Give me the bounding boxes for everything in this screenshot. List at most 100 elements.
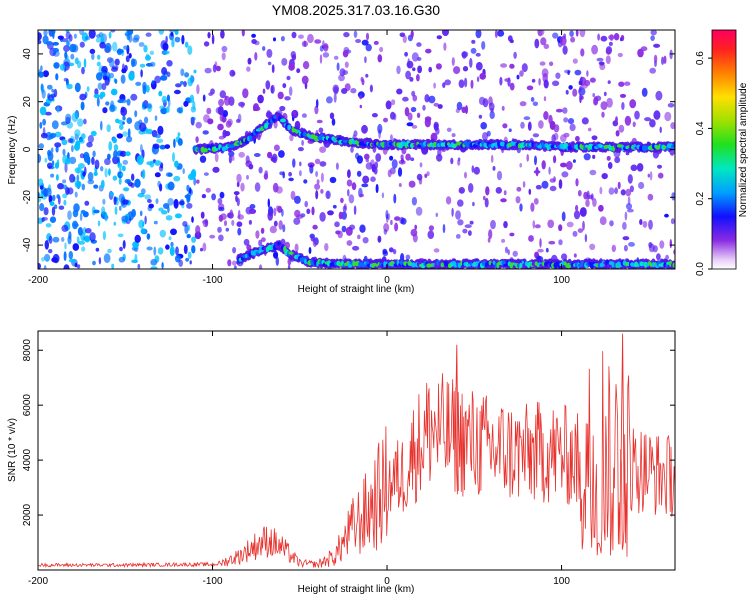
noise-speck: [72, 243, 80, 251]
noise-speck: [87, 179, 95, 185]
noise-speck: [131, 209, 137, 218]
trace-core: [249, 135, 253, 142]
noise-speck: [374, 161, 379, 169]
noise-speck: [55, 174, 59, 181]
noise-speck: [620, 189, 626, 196]
noise-speck: [126, 32, 131, 41]
noise-speck: [255, 230, 260, 239]
noise-speck: [174, 30, 179, 35]
noise-speck: [165, 244, 170, 250]
noise-speck: [208, 92, 213, 96]
noise-speck: [293, 217, 301, 225]
noise-speck: [316, 179, 320, 185]
noise-speck: [468, 183, 474, 193]
noise-speck: [350, 88, 357, 94]
noise-speck: [391, 99, 396, 106]
noise-speck: [555, 72, 561, 79]
noise-speck: [140, 228, 146, 234]
noise-speck: [220, 30, 225, 39]
noise-speck: [67, 210, 72, 220]
noise-speck: [186, 184, 190, 192]
noise-speck: [343, 31, 350, 38]
noise-speck: [513, 51, 517, 59]
noise-speck: [329, 112, 335, 120]
noise-speck: [212, 166, 220, 173]
noise-speck: [428, 95, 436, 104]
noise-speck: [158, 30, 165, 35]
noise-speck: [481, 41, 486, 50]
trace-core: [310, 259, 313, 266]
noise-speck: [599, 186, 603, 195]
noise-speck: [392, 249, 397, 255]
noise-speck: [490, 219, 496, 230]
noise-speck: [196, 84, 200, 95]
noise-speck: [170, 31, 174, 37]
noise-speck: [401, 157, 404, 164]
noise-speck: [507, 249, 511, 256]
noise-speck: [458, 187, 465, 194]
noise-speck: [126, 135, 133, 143]
noise-speck: [543, 96, 547, 102]
noise-speck: [580, 48, 585, 57]
colorbar: 0.0 0.2 0.4 0.6 Normalized spectral amplitu…: [695, 29, 749, 276]
noise-speck: [233, 191, 240, 196]
noise-speck: [78, 240, 86, 245]
noise-speck: [74, 82, 81, 93]
noise-speck: [195, 136, 199, 144]
noise-speck: [203, 41, 210, 47]
noise-speck: [139, 210, 143, 217]
noise-speck: [419, 162, 423, 168]
noise-speck: [70, 53, 75, 60]
trace-core: [625, 261, 628, 267]
noise-speck: [532, 133, 540, 138]
noise-speck: [306, 208, 311, 215]
noise-speck: [258, 166, 263, 174]
noise-speck: [442, 223, 446, 234]
noise-speck: [63, 199, 67, 206]
noise-speck: [242, 88, 249, 99]
noise-speck: [153, 220, 158, 225]
noise-speck: [91, 156, 95, 165]
noise-speck: [69, 156, 77, 165]
noise-speck: [416, 173, 423, 181]
noise-speck: [113, 221, 117, 226]
noise-speck: [187, 45, 193, 55]
noise-speck: [457, 219, 464, 226]
noise-speck: [236, 181, 240, 188]
noise-speck: [307, 33, 314, 44]
noise-speck: [253, 103, 259, 112]
noise-speck: [482, 132, 488, 141]
noise-speck: [145, 85, 150, 93]
spectrogram-x-axis-label: Height of straight line (km): [298, 284, 415, 295]
noise-speck: [50, 147, 54, 153]
noise-speck: [160, 75, 168, 81]
noise-speck: [236, 173, 242, 183]
noise-speck: [38, 32, 42, 41]
noise-speck: [203, 114, 210, 123]
noise-speck: [469, 220, 474, 225]
noise-speck: [349, 224, 356, 230]
noise-speck: [39, 185, 44, 190]
noise-speck: [324, 243, 329, 252]
noise-speck: [402, 96, 409, 102]
noise-speck: [250, 210, 255, 215]
noise-speck: [314, 183, 321, 190]
noise-speck: [318, 127, 324, 133]
trace-core: [519, 263, 523, 268]
noise-speck: [426, 171, 430, 177]
noise-speck: [504, 246, 509, 254]
noise-speck: [314, 39, 322, 44]
noise-speck: [186, 234, 191, 239]
noise-speck: [48, 249, 53, 254]
noise-speck: [606, 155, 611, 161]
noise-speck: [501, 105, 505, 111]
noise-speck: [534, 224, 541, 229]
noise-speck: [43, 30, 48, 36]
noise-speck: [346, 240, 353, 246]
noise-speck: [335, 162, 339, 170]
noise-speck: [422, 104, 426, 111]
noise-speck: [628, 242, 635, 247]
noise-speck: [94, 159, 100, 170]
noise-speck: [241, 30, 245, 37]
